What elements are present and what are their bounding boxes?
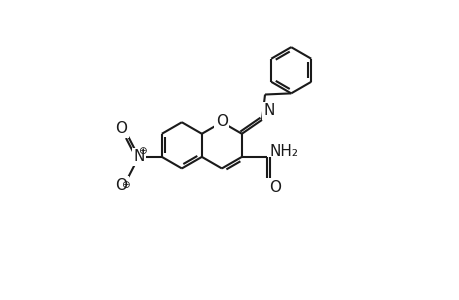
Text: NH₂: NH₂: [269, 144, 298, 159]
Text: N: N: [133, 149, 144, 164]
Text: ⊕: ⊕: [138, 146, 146, 156]
Text: O: O: [215, 114, 227, 129]
Text: O: O: [115, 178, 127, 193]
Text: N: N: [263, 103, 274, 118]
Text: ⊖: ⊖: [121, 181, 129, 190]
Text: O: O: [115, 121, 127, 136]
Text: O: O: [268, 180, 280, 195]
